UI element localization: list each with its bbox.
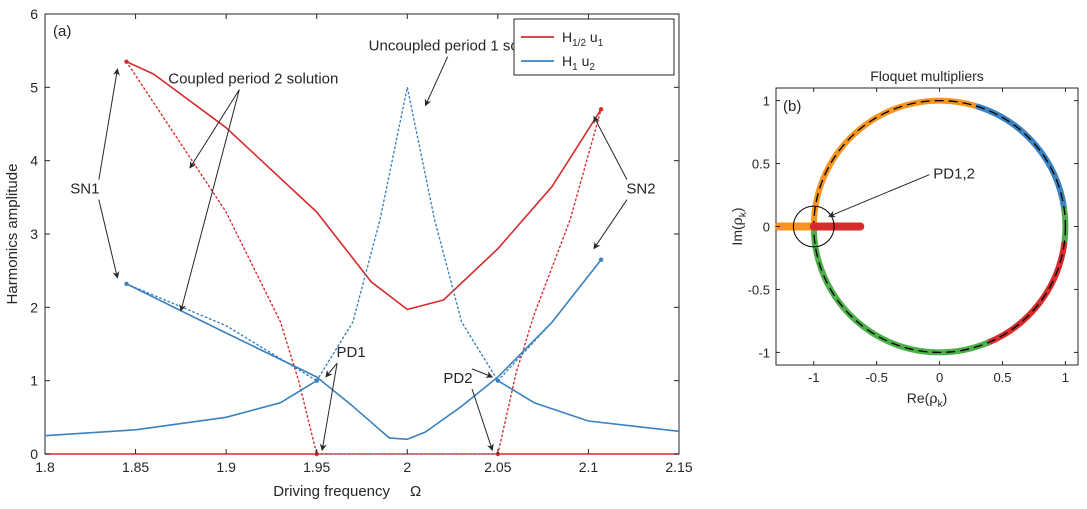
legend-box bbox=[513, 18, 675, 76]
pd-highlight-circle bbox=[792, 205, 835, 248]
legend-entry-0: H1/2 u1 bbox=[562, 29, 604, 49]
b-y-tick-label: 0 bbox=[763, 220, 770, 235]
y-tick-label: 0 bbox=[30, 446, 38, 462]
b-x-tick-label: 0 bbox=[936, 370, 943, 385]
x-tick-label: 2.05 bbox=[484, 459, 511, 475]
panel-b-ticks-group: -1 -0.5 0 0.5 1 -1 -0.5 0 0.5 1 bbox=[748, 88, 1078, 385]
b-y-tick-label: -0.5 bbox=[748, 282, 770, 297]
series-blue-dotted-11 bbox=[497, 259, 602, 382]
series-blue-solid-8 bbox=[497, 380, 679, 433]
panel-b-x-axis-label: Re(ρk) bbox=[907, 390, 947, 410]
y-tick-label: 6 bbox=[30, 6, 38, 22]
annotation-label-sn1: SN1 bbox=[70, 181, 99, 198]
axis-label-part: ρ bbox=[730, 217, 746, 225]
b-x-tick-label: 0.5 bbox=[993, 370, 1011, 385]
legend-text-part: H bbox=[562, 53, 572, 69]
axis-label-part: k bbox=[938, 399, 944, 410]
marker-point-3 bbox=[598, 257, 604, 262]
panel-b-title: Floquet multipliers bbox=[870, 68, 984, 84]
annotation-label-pd12: PD1,2 bbox=[933, 166, 975, 183]
series-blue-dotted-10 bbox=[125, 283, 318, 382]
panel-a-plot-area bbox=[44, 13, 680, 455]
annotation-arrow bbox=[98, 68, 120, 180]
annotation-arrow bbox=[179, 89, 240, 312]
panel-b-annotations-group: PD1,2 bbox=[828, 166, 975, 218]
y-tick-label: 1 bbox=[30, 373, 38, 389]
annotation-arrow bbox=[471, 368, 494, 378]
annotation-arrow bbox=[325, 362, 338, 378]
annotation-arrow bbox=[319, 363, 338, 452]
annotation-label-uncoupled-period-1-solution: Uncoupled period 1 solution bbox=[369, 38, 555, 55]
annotation-label-pd2: PD2 bbox=[443, 370, 472, 387]
legend-text-part: u bbox=[586, 29, 598, 45]
annotation-arrow bbox=[593, 199, 628, 250]
legend-text-part: 1 bbox=[598, 38, 604, 49]
b-x-tick-label: 1 bbox=[1062, 370, 1069, 385]
marker-point-0 bbox=[124, 59, 129, 64]
x-tick-label: 1.85 bbox=[122, 459, 149, 475]
panel-b-content-group bbox=[774, 97, 1069, 356]
legend-text-part: 1 bbox=[572, 62, 578, 73]
series-red-solid-0 bbox=[126, 60, 602, 311]
x-tick-label: 2.1 bbox=[579, 459, 599, 475]
series-blue-solid-6 bbox=[126, 259, 602, 441]
b-y-tick-label: 1 bbox=[763, 94, 770, 109]
legend-text-part: H bbox=[562, 29, 572, 45]
annotation-arrow bbox=[593, 116, 628, 180]
panel-b-label: (b) bbox=[783, 98, 801, 115]
marker-point-4 bbox=[314, 378, 319, 383]
x-tick-label: 1.9 bbox=[216, 459, 236, 475]
legend-text-part: 2 bbox=[589, 62, 595, 73]
axis-label-part: ) bbox=[729, 207, 745, 212]
axis-label-part: k bbox=[738, 211, 749, 217]
panel-a-x-axis-label: Driving frequency bbox=[273, 483, 390, 500]
series-blue-dotted-9 bbox=[316, 86, 499, 382]
annotation-arrow bbox=[189, 89, 240, 169]
y-tick-label: 2 bbox=[30, 299, 38, 315]
x-tick-label: 2.15 bbox=[665, 459, 692, 475]
series-red-dotted-4 bbox=[497, 108, 602, 455]
annotation-arrow bbox=[424, 56, 449, 107]
panel-a-label: (a) bbox=[53, 23, 71, 40]
marker-point-5 bbox=[495, 378, 501, 383]
panel-a-markers-group bbox=[124, 59, 604, 457]
legend-text-part: u bbox=[578, 53, 590, 69]
x-tick-label: 2 bbox=[403, 459, 411, 475]
x-tick-label: 1.95 bbox=[303, 459, 330, 475]
panel-a-x-axis-symbol: Ω bbox=[410, 483, 421, 500]
y-tick-label: 3 bbox=[30, 226, 38, 242]
b-x-tick-label: -0.5 bbox=[865, 370, 887, 385]
b-y-tick-label: -1 bbox=[758, 345, 770, 360]
annotation-label-sn2: SN2 bbox=[626, 181, 655, 198]
panel-b-chart: -1 -0.5 0 0.5 1 -1 -0.5 0 0.5 1 PD1,2 Floquet mul… bbox=[729, 68, 1079, 410]
series-blue-solid-7 bbox=[45, 380, 318, 437]
panel-a-y-axis-label: Harmonics amplitude bbox=[4, 164, 21, 305]
axis-label-part: Re( bbox=[907, 390, 930, 406]
annotation-label-coupled-period-2-solution: Coupled period 2 solution bbox=[168, 71, 338, 88]
axis-label-part: Im( bbox=[729, 225, 745, 246]
axis-label-part: ρ bbox=[929, 391, 937, 407]
marker-point-1 bbox=[598, 107, 604, 112]
x-tick-label: 1.8 bbox=[35, 459, 55, 475]
y-tick-label: 4 bbox=[30, 153, 38, 169]
b-y-tick-label: 0.5 bbox=[752, 157, 770, 172]
legend-entry-1: H1 u2 bbox=[562, 53, 595, 73]
annotation-arrow bbox=[471, 388, 494, 451]
annotation-arrow bbox=[98, 199, 120, 279]
legend-text-part: 1/2 bbox=[572, 38, 586, 49]
panel-a-annotations-group: Uncoupled period 1 solution Coupled perio… bbox=[70, 38, 656, 452]
b-x-tick-label: -1 bbox=[808, 370, 820, 385]
annotation-arrow bbox=[828, 174, 930, 218]
y-tick-label: 5 bbox=[30, 79, 38, 95]
annotation-label-pd1: PD1 bbox=[337, 344, 366, 361]
panel-b-y-axis-label: Im(ρk) bbox=[729, 207, 749, 245]
series-red-dotted-3 bbox=[125, 61, 318, 455]
axis-label-part: ) bbox=[943, 390, 948, 406]
marker-point-2 bbox=[124, 281, 129, 287]
